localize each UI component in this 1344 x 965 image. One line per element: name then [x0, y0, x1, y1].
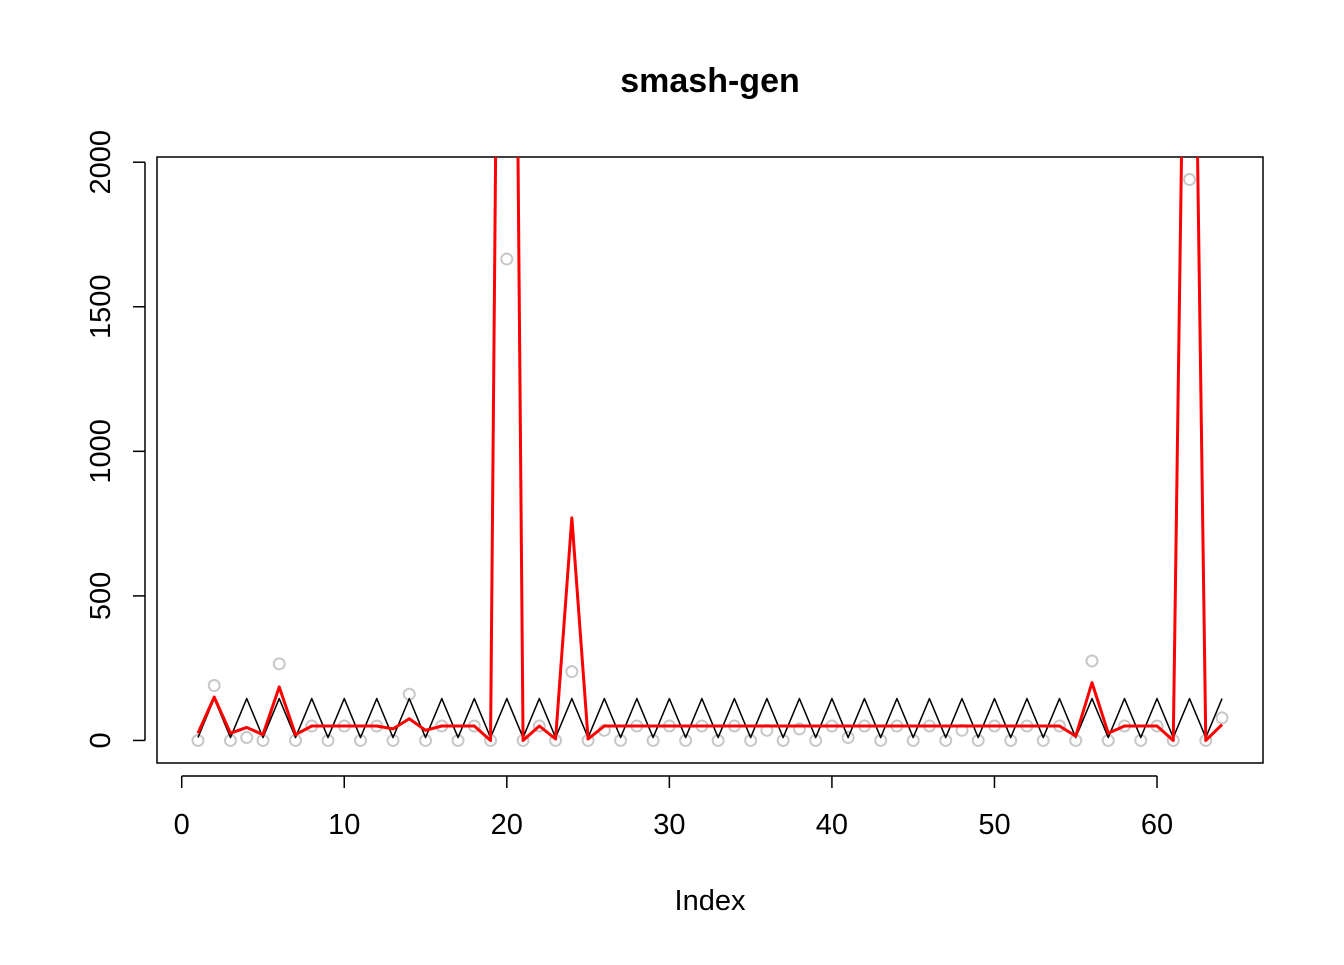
data-point [223, 733, 237, 747]
y-tick-label: 0 [85, 732, 117, 748]
data-point [792, 722, 806, 736]
data-point [565, 665, 579, 679]
plot-area [191, 157, 1229, 747]
data-point [1215, 711, 1229, 725]
x-tick-label: 20 [491, 809, 523, 841]
y-tick-label: 2000 [85, 130, 117, 195]
data-point [711, 733, 725, 747]
y-tick-label: 1500 [85, 275, 117, 340]
data-point [939, 733, 953, 747]
data-point [419, 733, 433, 747]
series-line [196, 157, 1224, 742]
x-axis-label: Index [675, 885, 746, 917]
data-point [679, 733, 693, 747]
x-tick-label: 30 [653, 809, 685, 841]
data-point [354, 733, 368, 747]
data-point [386, 733, 400, 747]
data-point [1004, 733, 1018, 747]
x-tick-label: 10 [328, 809, 360, 841]
y-tick-label: 1000 [85, 419, 117, 484]
data-point [744, 733, 758, 747]
data-point [500, 252, 514, 266]
data-point [874, 733, 888, 747]
data-point [1036, 733, 1050, 747]
data-point [1134, 733, 1148, 747]
data-point [971, 733, 985, 747]
data-point [776, 733, 790, 747]
data-point [207, 679, 221, 693]
data-point [1183, 173, 1197, 187]
data-point [1101, 733, 1115, 747]
data-point [906, 733, 920, 747]
data-point [614, 733, 628, 747]
data-point [272, 657, 286, 671]
y-tick-label: 500 [85, 572, 117, 620]
data-point [321, 733, 335, 747]
data-point [646, 733, 660, 747]
data-point [809, 733, 823, 747]
data-point [841, 731, 855, 745]
x-tick-label: 0 [174, 809, 190, 841]
plot-box [156, 156, 1264, 764]
data-point [191, 733, 205, 747]
x-tick-label: 50 [978, 809, 1010, 841]
data-point [451, 733, 465, 747]
data-point [240, 731, 254, 745]
series-line [197, 697, 1223, 739]
data-point [1085, 654, 1099, 668]
x-tick-label: 40 [816, 809, 848, 841]
data-point [532, 719, 546, 733]
x-tick-label: 60 [1141, 809, 1173, 841]
chart-title: smash-gen [620, 62, 800, 100]
